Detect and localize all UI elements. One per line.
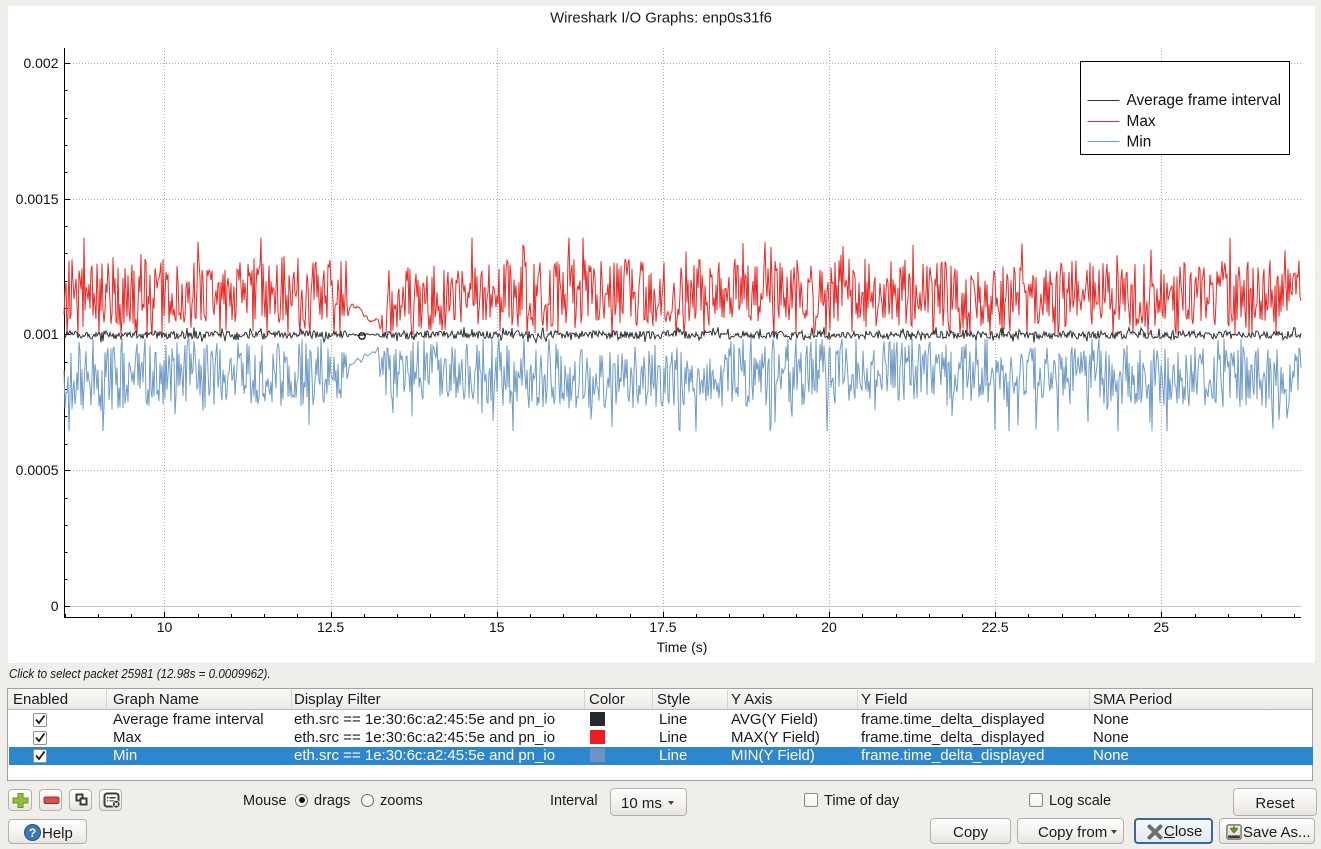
svg-text:?: ? <box>29 826 36 840</box>
svg-text:0.0005: 0.0005 <box>16 462 59 478</box>
svg-text:0: 0 <box>51 598 59 614</box>
svg-text:Min: Min <box>1127 134 1152 151</box>
svg-text:Time (s): Time (s) <box>657 639 708 655</box>
svg-text:Wireshark I/O Graphs: enp0s31f: Wireshark I/O Graphs: enp0s31f6 <box>550 11 772 27</box>
svg-text:15: 15 <box>489 619 505 635</box>
svg-text:0.002: 0.002 <box>23 55 58 71</box>
svg-text:0.0015: 0.0015 <box>16 191 59 207</box>
svg-text:22.5: 22.5 <box>981 619 1008 635</box>
svg-text:0.001: 0.001 <box>23 326 58 342</box>
svg-text:20: 20 <box>821 619 837 635</box>
svg-text:12.5: 12.5 <box>317 619 344 635</box>
svg-text:Max: Max <box>1127 113 1156 130</box>
svg-text:25: 25 <box>1154 619 1170 635</box>
svg-text:17.5: 17.5 <box>649 619 676 635</box>
svg-text:Average frame interval: Average frame interval <box>1127 92 1282 109</box>
svg-text:10: 10 <box>157 619 173 635</box>
